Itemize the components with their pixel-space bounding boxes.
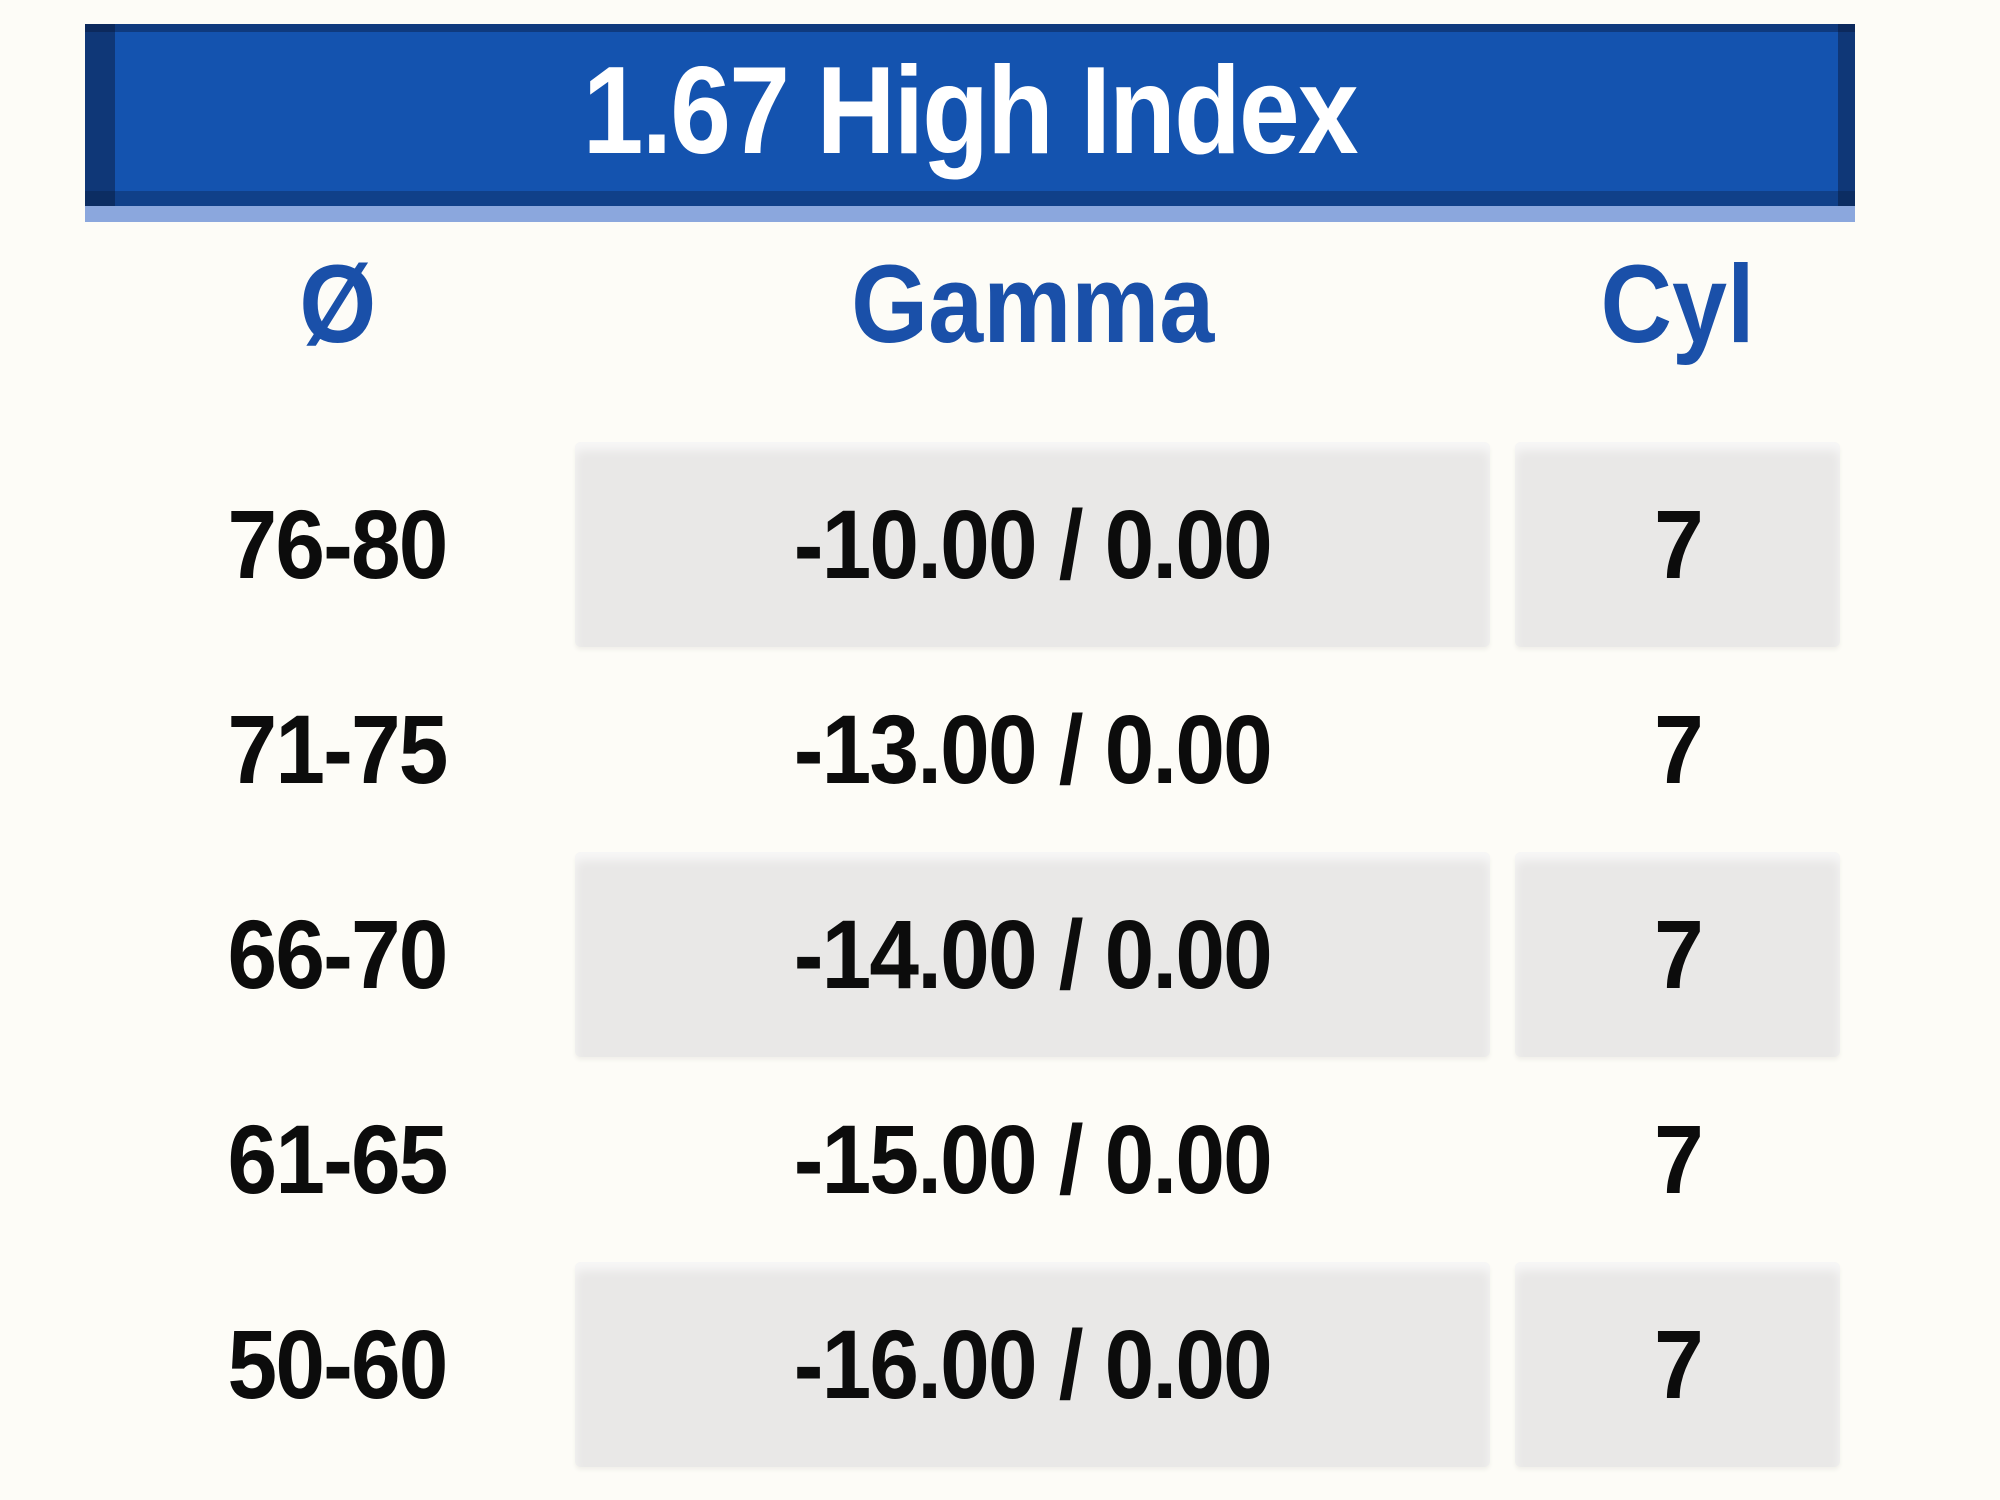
diameter-cell: 66-70 <box>227 899 449 1009</box>
table-row: 71-75 -13.00 / 0.00 7 <box>0 647 2000 852</box>
column-header-gamma: Gamma <box>575 214 1490 394</box>
table-title-bar: 1.67 High Index <box>85 24 1855 206</box>
table-row: 50-60 -16.00 / 0.00 7 <box>0 1262 2000 1467</box>
column-header-diameter: Ø <box>100 214 575 394</box>
table-row: 61-65 -15.00 / 0.00 7 <box>0 1057 2000 1262</box>
table-row: 66-70 -14.00 / 0.00 7 <box>0 852 2000 1057</box>
cyl-cell: 7 <box>1515 442 1840 647</box>
diameter-cell: 61-65 <box>227 1104 449 1214</box>
gamma-cell: -14.00 / 0.00 <box>575 852 1490 1057</box>
gamma-cell: -10.00 / 0.00 <box>575 442 1490 647</box>
table-title: 1.67 High Index <box>582 42 1359 180</box>
diameter-cell: 71-75 <box>227 694 449 804</box>
diameter-cell: 50-60 <box>227 1309 449 1419</box>
cyl-label: Cyl <box>1600 242 1755 366</box>
cyl-cell: 7 <box>1515 852 1840 1057</box>
gamma-cell: -16.00 / 0.00 <box>575 1262 1490 1467</box>
cyl-cell: 7 <box>1515 1262 1840 1467</box>
diameter-symbol: Ø <box>298 242 377 366</box>
gamma-label: Gamma <box>850 242 1215 366</box>
table-row: 76-80 -10.00 / 0.00 7 <box>0 442 2000 647</box>
column-header-cyl: Cyl <box>1515 214 1840 394</box>
gamma-cell: -13.00 / 0.00 <box>793 694 1273 804</box>
cyl-cell: 7 <box>1653 694 1704 804</box>
diameter-cell: 76-80 <box>227 489 449 599</box>
cyl-cell: 7 <box>1653 1104 1704 1214</box>
gamma-cell: -15.00 / 0.00 <box>793 1104 1273 1214</box>
table-body: 76-80 -10.00 / 0.00 7 71-75 -13.00 / 0.0… <box>0 442 2000 1467</box>
title-bar-accent <box>85 206 1855 222</box>
